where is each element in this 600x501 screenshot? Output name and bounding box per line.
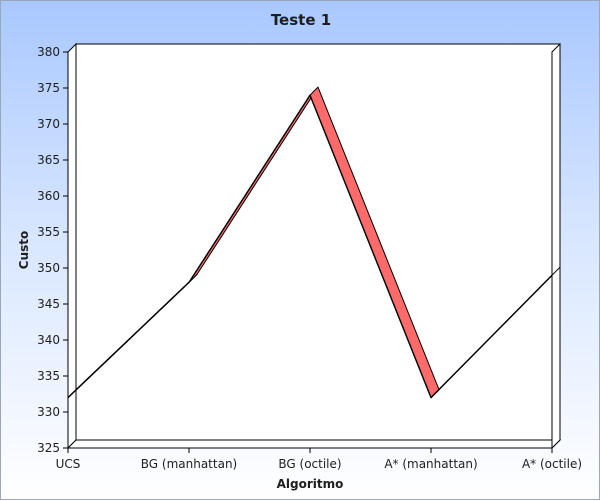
y-tick-label: 355 xyxy=(37,225,60,239)
plot-right-edge xyxy=(552,44,560,448)
y-tick-label: 330 xyxy=(37,405,60,419)
y-axis-ticks: 325 330 335 340 345 350 355 360 365 370 375 380 xyxy=(37,45,68,455)
y-tick-label: 350 xyxy=(37,261,60,275)
y-tick-label: 380 xyxy=(37,45,60,59)
y-axis-title: Custo xyxy=(17,231,31,269)
x-tick-label: BG (manhattan) xyxy=(141,457,237,471)
x-tick-label: A* (octile) xyxy=(522,457,582,471)
y-tick-label: 370 xyxy=(37,117,60,131)
y-tick-label: 335 xyxy=(37,369,60,383)
x-axis-title: Algoritmo xyxy=(277,477,344,491)
x-axis-ticks: UCS BG (manhattan) BG (octile) A* (manhatta… xyxy=(56,448,582,471)
chart-title: Teste 1 xyxy=(271,11,331,29)
y-tick-label: 325 xyxy=(37,441,60,455)
x-tick-label: BG (octile) xyxy=(278,457,341,471)
plot-left-wall xyxy=(68,44,76,448)
y-tick-label: 360 xyxy=(37,189,60,203)
x-tick-label: A* (manhattan) xyxy=(384,457,477,471)
x-tick-label: UCS xyxy=(56,457,81,471)
y-tick-label: 375 xyxy=(37,81,60,95)
y-tick-label: 340 xyxy=(37,333,60,347)
y-tick-label: 345 xyxy=(37,297,60,311)
plot-floor xyxy=(68,440,560,448)
y-tick-label: 365 xyxy=(37,153,60,167)
